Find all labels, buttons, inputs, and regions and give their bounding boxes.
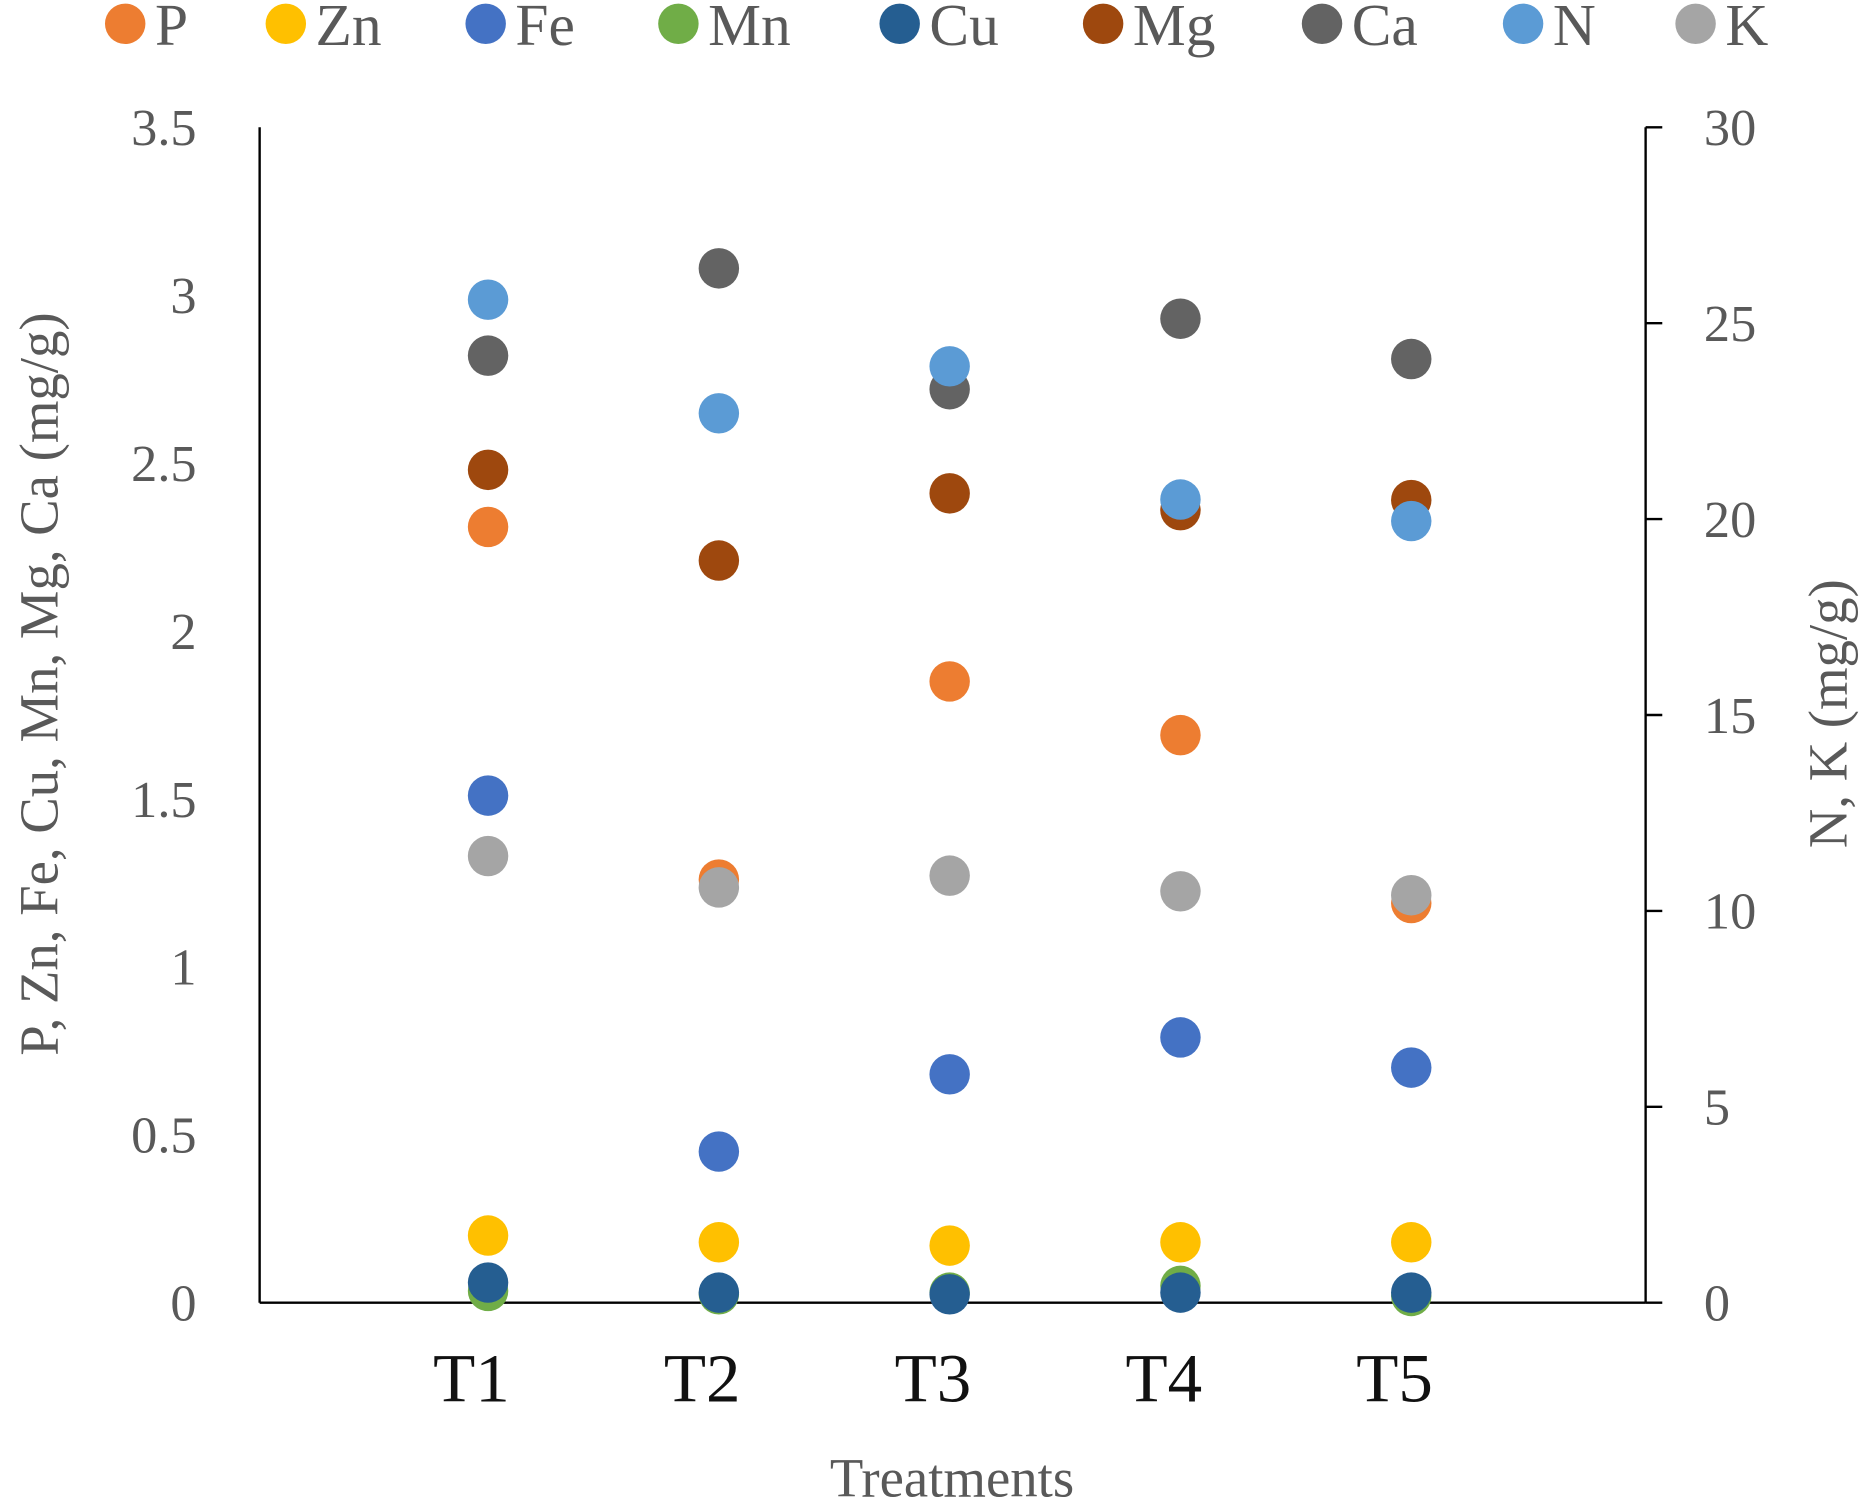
- legend-label-p: P: [155, 0, 188, 58]
- right-axis-ticks: 0 5 10 15 20 25 30: [1645, 99, 1756, 1333]
- point-k-t2: [698, 867, 740, 908]
- legend-label-k: K: [1725, 0, 1768, 58]
- point-n-t5: [1391, 500, 1432, 542]
- point-p-t3: [929, 661, 970, 702]
- point-ca-t2: [698, 248, 740, 289]
- point-ca-t5: [1391, 338, 1432, 380]
- x-axis-ticks: T1 T2 T3 T4 T5: [433, 1340, 1433, 1416]
- point-mg-t3: [929, 473, 970, 514]
- point-p-t1: [467, 506, 509, 548]
- point-n-t2: [698, 393, 740, 434]
- point-k-t4: [1160, 871, 1201, 912]
- point-mg-t2: [698, 540, 740, 581]
- point-cu-t1: [467, 1262, 509, 1303]
- legend-marker-n: [1502, 3, 1544, 45]
- point-cu-t3: [929, 1274, 970, 1315]
- left-tick-label: 2.5: [131, 435, 196, 493]
- legend-marker-zn: [265, 3, 307, 45]
- point-cu-t2: [698, 1272, 740, 1313]
- legend-marker-fe: [465, 3, 506, 45]
- point-k-t1: [467, 835, 509, 877]
- left-tick-label: 0.5: [131, 1107, 196, 1165]
- point-cu-t5: [1391, 1272, 1432, 1313]
- right-tick-label: 10: [1704, 883, 1756, 941]
- right-tick-label: 25: [1704, 295, 1756, 353]
- right-tick-label: 0: [1704, 1275, 1730, 1333]
- point-fe-t5: [1391, 1047, 1432, 1088]
- legend-marker-mn: [658, 3, 699, 45]
- left-tick-label: 1.5: [131, 771, 196, 829]
- left-axis-label: P, Zn, Fe, Cu, Mn, Mg, Ca (mg/g): [8, 312, 69, 1055]
- left-tick-label: 0: [170, 1275, 196, 1333]
- point-cu-t4: [1160, 1272, 1201, 1313]
- point-fe-t3: [929, 1054, 970, 1095]
- point-zn-t4: [1160, 1222, 1201, 1263]
- legend-marker-p: [104, 3, 146, 45]
- point-fe-t1: [467, 775, 509, 816]
- right-axis-label: N, K (mg/g): [1798, 579, 1859, 848]
- legend-label-fe: Fe: [515, 0, 574, 58]
- point-k-t3: [929, 855, 970, 896]
- point-n-t3: [929, 346, 970, 387]
- data-points: [467, 248, 1432, 1317]
- point-fe-t4: [1160, 1017, 1201, 1058]
- point-n-t4: [1160, 479, 1201, 520]
- x-tick-label: T1: [433, 1340, 510, 1416]
- point-k-t5: [1391, 875, 1432, 916]
- left-tick-label: 2: [170, 603, 196, 661]
- right-tick-label: 30: [1704, 99, 1756, 157]
- legend-label-mg: Mg: [1133, 0, 1216, 58]
- legend-marker-ca: [1301, 3, 1343, 45]
- point-zn-t3: [929, 1225, 970, 1266]
- x-axis-label: Treatments: [830, 1448, 1074, 1499]
- legend-marker-k: [1675, 3, 1716, 45]
- x-tick-label: T5: [1356, 1340, 1433, 1416]
- point-mg-t1: [467, 449, 509, 491]
- legend-marker-mg: [1082, 3, 1124, 45]
- left-axis-ticks: 0 0.5 1 1.5 2 2.5 3 3.5: [131, 99, 196, 1332]
- x-tick-label: T4: [1125, 1340, 1202, 1416]
- point-p-t4: [1160, 714, 1201, 756]
- point-zn-t1: [467, 1215, 509, 1256]
- x-tick-label: T3: [895, 1340, 972, 1416]
- point-n-t1: [467, 279, 509, 320]
- legend-label-ca: Ca: [1352, 0, 1418, 58]
- legend-label-cu: Cu: [929, 0, 998, 58]
- legend-marker-cu: [879, 3, 920, 45]
- left-tick-label: 3.5: [131, 99, 196, 157]
- point-fe-t2: [698, 1131, 740, 1172]
- left-tick-label: 1: [170, 939, 196, 997]
- legend-label-n: N: [1553, 0, 1596, 58]
- legend: P Zn Fe Mn Cu Mg Ca N K: [104, 0, 1768, 58]
- point-zn-t2: [698, 1222, 740, 1263]
- x-tick-label: T2: [664, 1340, 741, 1416]
- point-ca-t4: [1160, 298, 1201, 339]
- point-zn-t5: [1391, 1222, 1432, 1263]
- legend-label-zn: Zn: [316, 0, 382, 58]
- right-tick-label: 20: [1704, 491, 1756, 549]
- right-tick-label: 5: [1704, 1079, 1730, 1137]
- left-tick-label: 3: [170, 267, 196, 325]
- right-tick-label: 15: [1704, 687, 1756, 745]
- legend-label-mn: Mn: [708, 0, 791, 58]
- point-ca-t1: [467, 335, 509, 376]
